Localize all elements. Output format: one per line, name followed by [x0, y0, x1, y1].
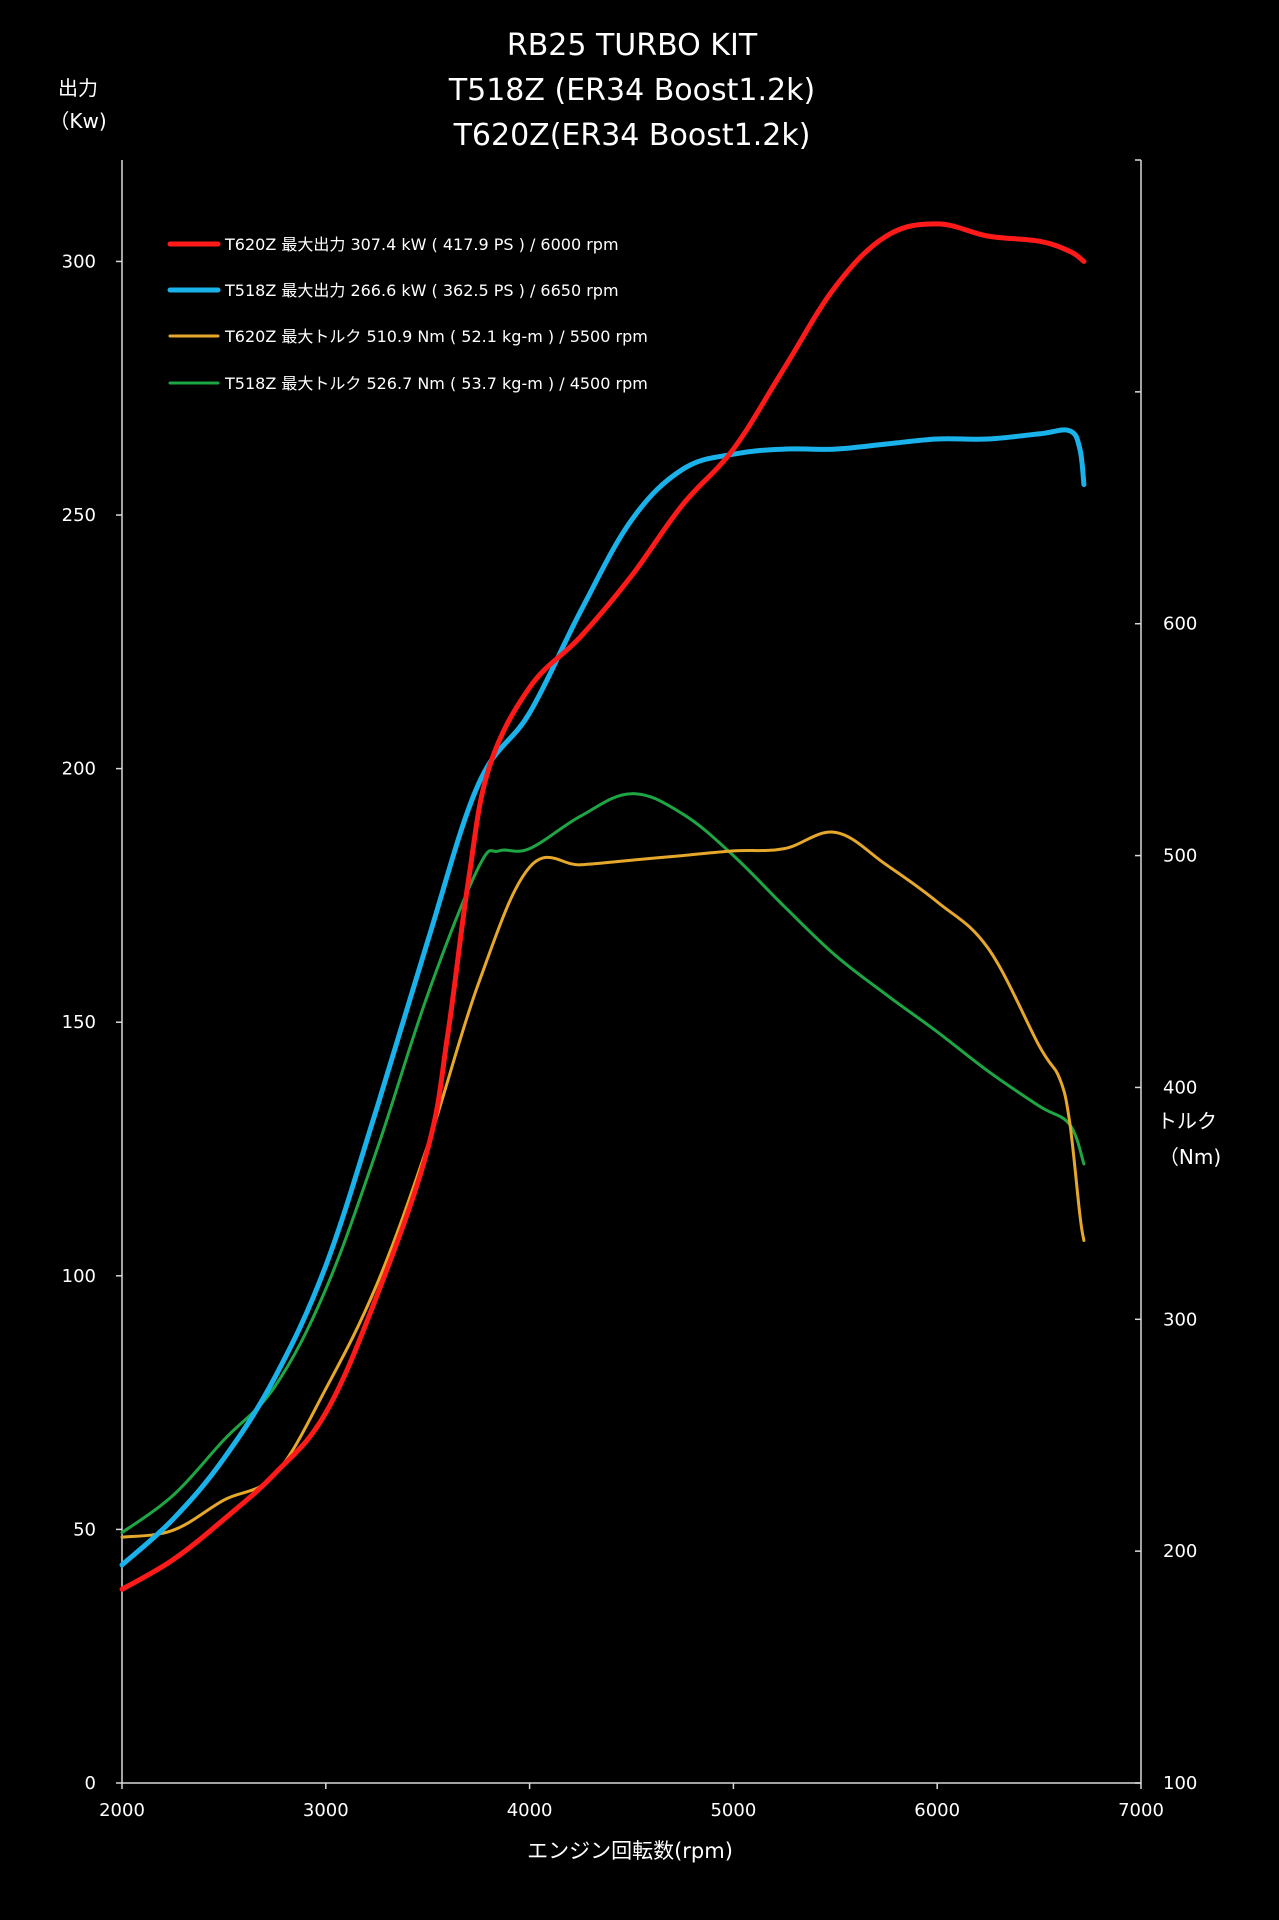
title-line-3: T620Z(ER34 Boost1.2k) — [453, 118, 811, 153]
series-line-4 — [120, 792, 1086, 1535]
title-line-1: RB25 TURBO KIT — [507, 28, 758, 63]
x-tick-label: 2000 — [99, 1800, 145, 1821]
x-axis-title: エンジン回転数(rpm) — [527, 1839, 733, 1863]
left-axis-title-line-2: （Kw) — [49, 109, 106, 133]
axes — [116, 159, 1142, 1789]
legend-label-4: T518Z 最大トルク 526.7 Nm ( 53.7 kg-m ) / 450… — [224, 374, 648, 393]
title-line-2: T518Z (ER34 Boost1.2k) — [448, 73, 815, 108]
x-tick-label: 7000 — [1118, 1800, 1164, 1821]
left-tick-label: 100 — [62, 1266, 96, 1287]
right-tick-label: 100 — [1163, 1773, 1197, 1794]
left-tick-label: 200 — [62, 759, 96, 780]
legend-label-1: T620Z 最大出力 307.4 kW ( 417.9 PS ) / 6000 … — [224, 235, 619, 254]
left-tick-label: 300 — [62, 251, 96, 272]
series-line-2 — [119, 427, 1087, 1568]
tick-labels: 2000 3000 4000 5000 6000 7000 0 50 100 150 200 250 3… — [62, 251, 1198, 1821]
left-tick-label: 150 — [62, 1012, 96, 1033]
right-axis-title-line-1: トルク — [1157, 1109, 1217, 1133]
legend: T620Z 最大出力 307.4 kW ( 417.9 PS ) / 6000 … — [167, 235, 648, 393]
series-lines — [119, 221, 1087, 1592]
right-tick-label: 400 — [1163, 1077, 1197, 1098]
x-tick-label: 3000 — [303, 1800, 349, 1821]
left-tick-label: 250 — [62, 505, 96, 526]
left-tick-label: 50 — [73, 1519, 96, 1540]
right-tick-label: 200 — [1163, 1541, 1197, 1562]
right-tick-label: 500 — [1163, 846, 1197, 867]
x-tick-label: 6000 — [914, 1800, 960, 1821]
series-line-1 — [119, 221, 1087, 1592]
legend-label-2: T518Z 最大出力 266.6 kW ( 362.5 PS ) / 6650 … — [224, 281, 619, 300]
right-tick-label: 300 — [1163, 1309, 1197, 1330]
left-axis-title-line-1: 出力 — [58, 76, 98, 100]
right-axis-title-line-2: （Nm) — [1159, 1145, 1221, 1169]
right-tick-label: 600 — [1163, 614, 1197, 635]
left-tick-label: 0 — [85, 1773, 96, 1794]
x-tick-label: 5000 — [710, 1800, 756, 1821]
legend-label-3: T620Z 最大トルク 510.9 Nm ( 52.1 kg-m ) / 550… — [224, 327, 648, 346]
series-line-3 — [120, 830, 1086, 1539]
chart-title: RB25 TURBO KIT T518Z (ER34 Boost1.2k) T6… — [448, 28, 815, 153]
x-tick-label: 4000 — [507, 1800, 553, 1821]
